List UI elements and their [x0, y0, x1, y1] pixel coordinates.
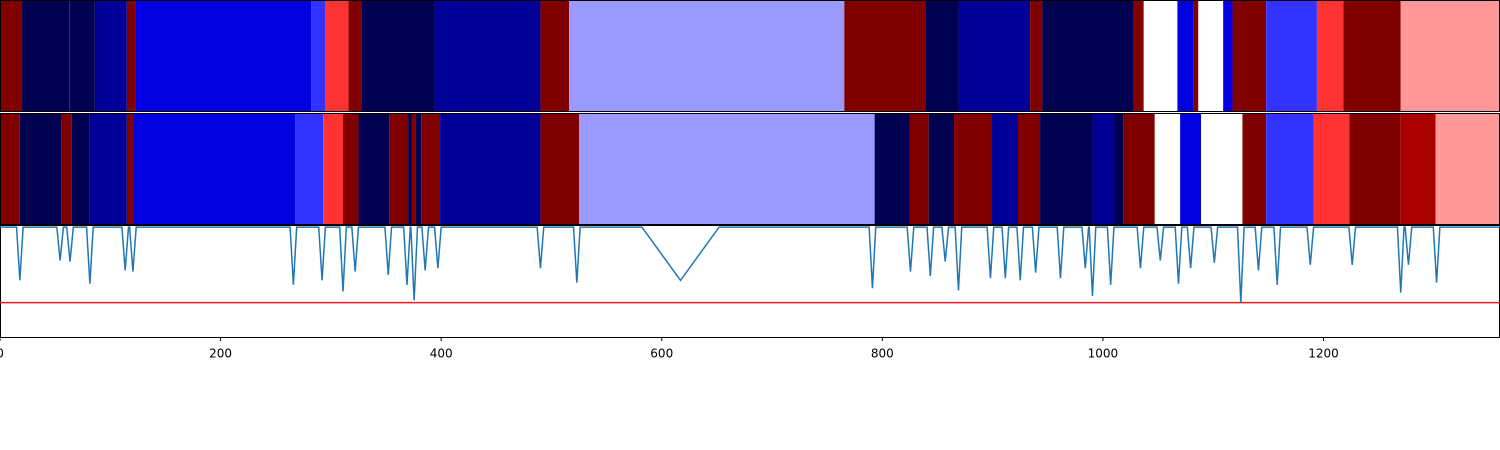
segment: [1435, 113, 1500, 225]
segment: [909, 113, 929, 225]
segment: [0, 0, 23, 112]
line-panel: [0, 225, 1500, 338]
segment: [348, 0, 362, 112]
segment: [89, 113, 127, 225]
segment: [954, 113, 992, 225]
segment: [874, 113, 910, 225]
segment: [1018, 113, 1041, 225]
segment: [1123, 113, 1155, 225]
segment: [411, 113, 416, 225]
x-tick-label: 200: [209, 347, 232, 361]
segment: [1193, 0, 1199, 112]
segment: [126, 113, 135, 225]
segment: [0, 113, 20, 225]
segment: [421, 113, 441, 225]
segment: [415, 113, 422, 225]
segment: [1232, 0, 1267, 112]
x-tick-label: 600: [650, 347, 673, 361]
segment: [434, 0, 541, 112]
segment: [1266, 0, 1317, 112]
segment: [1133, 0, 1144, 112]
segment: [1266, 113, 1314, 225]
segment: [408, 113, 412, 225]
segment: [958, 0, 1031, 112]
segment: [1042, 0, 1134, 112]
segment: [358, 113, 390, 225]
segment: [440, 113, 541, 225]
segment: [135, 0, 312, 112]
segment: [1177, 0, 1194, 112]
segment: [1198, 0, 1224, 112]
segment: [94, 0, 127, 112]
segment: [1400, 113, 1436, 225]
segment: [1242, 113, 1267, 225]
segment: [69, 0, 71, 112]
segment: [70, 0, 95, 112]
segment: [19, 113, 62, 225]
x-tick-label: 800: [871, 347, 894, 361]
segment: [126, 0, 136, 112]
segment: [1030, 0, 1043, 112]
segment: [1313, 113, 1350, 225]
segment: [1143, 0, 1178, 112]
segment: [343, 113, 359, 225]
segment: [1092, 113, 1115, 225]
segment: [540, 0, 570, 112]
x-tick-label: 1200: [1308, 347, 1339, 361]
segment: [1316, 0, 1344, 112]
segment: [1201, 113, 1243, 225]
segment: [134, 113, 296, 225]
segment: [311, 0, 326, 112]
x-tick-label: 400: [430, 347, 453, 361]
segment: [569, 0, 845, 112]
segment: [323, 113, 344, 225]
segment: [1114, 113, 1124, 225]
segment: [1040, 113, 1093, 225]
segment: [22, 0, 70, 112]
segment: [325, 0, 349, 112]
x-tick-label: 0: [0, 347, 4, 361]
segment: [925, 0, 959, 112]
segment: [1400, 0, 1500, 112]
segment: [540, 113, 580, 225]
segment: [71, 113, 90, 225]
segment: [991, 113, 1019, 225]
segment: [61, 113, 72, 225]
segment: [1349, 113, 1401, 225]
segment: [928, 113, 955, 225]
segment: [1343, 0, 1401, 112]
segment: [295, 113, 324, 225]
x-tick-label: 1000: [1088, 347, 1119, 361]
segment: [389, 113, 409, 225]
segment: [361, 0, 435, 112]
segment: [1223, 0, 1233, 112]
signal-line: [0, 226, 1500, 303]
segment: [579, 113, 875, 225]
segment: [1180, 113, 1202, 225]
segment: [844, 0, 926, 112]
segment: [1154, 113, 1181, 225]
